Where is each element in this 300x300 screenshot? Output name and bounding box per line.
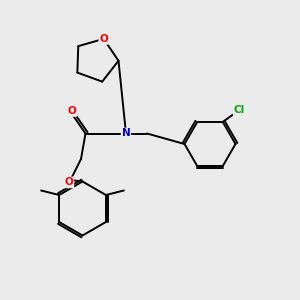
Text: O: O bbox=[64, 177, 74, 188]
Text: Cl: Cl bbox=[234, 105, 245, 115]
Text: O: O bbox=[68, 106, 76, 116]
Text: O: O bbox=[99, 34, 108, 44]
Text: N: N bbox=[122, 128, 130, 139]
